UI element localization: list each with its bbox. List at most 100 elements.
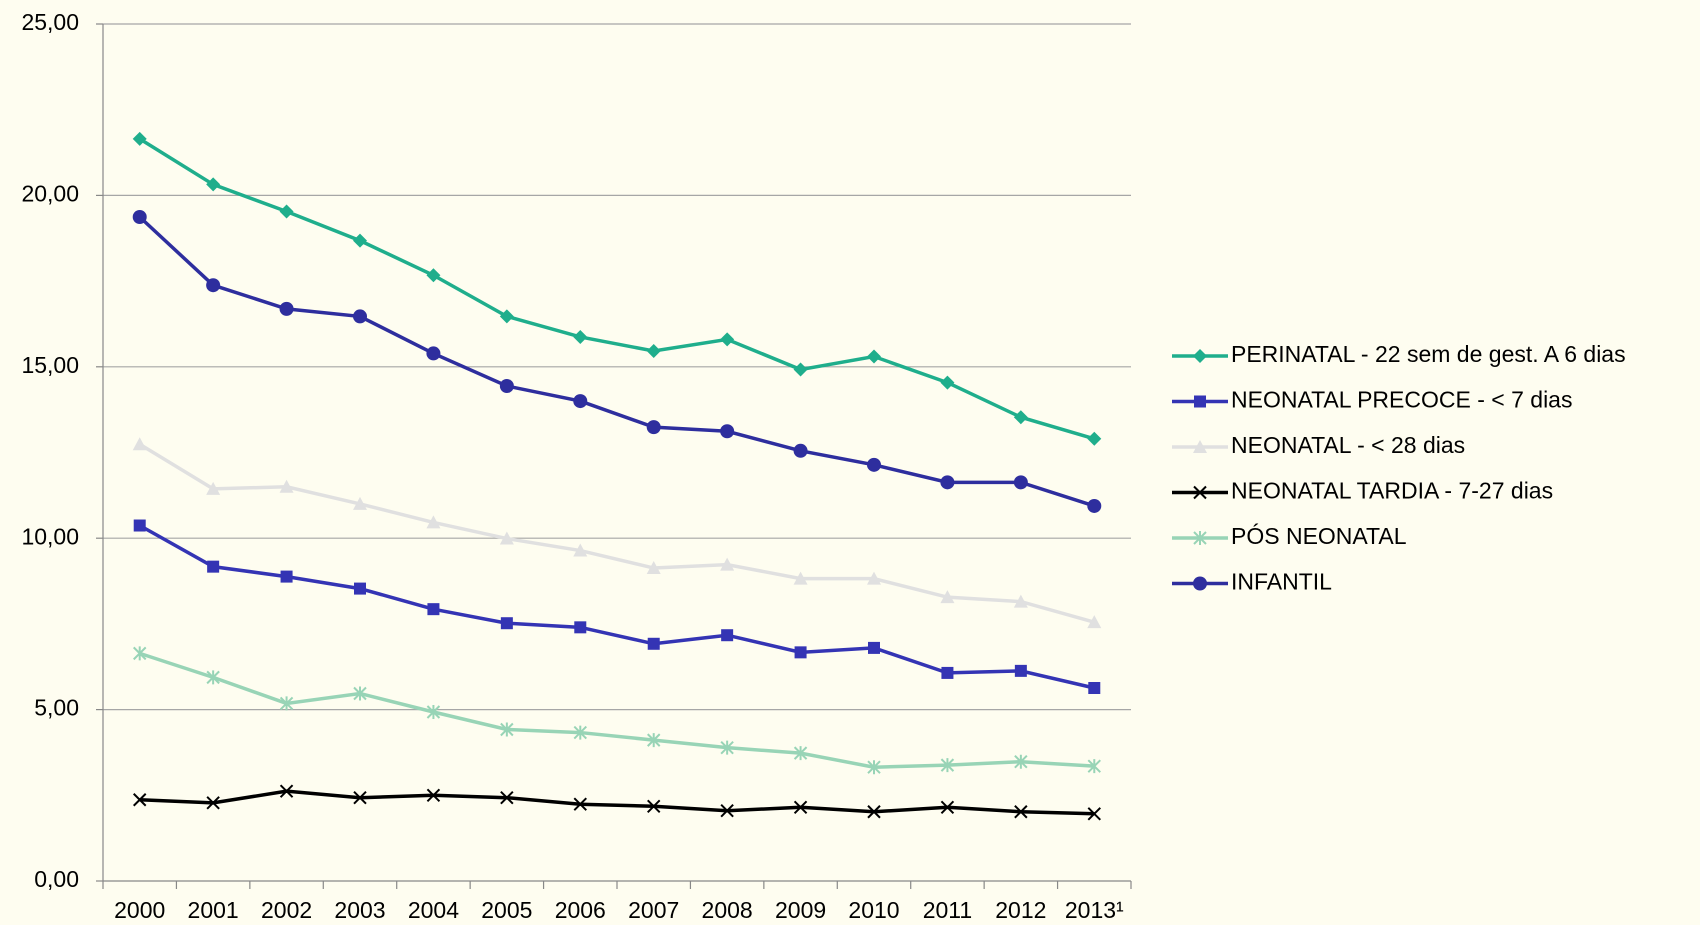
- marker: [353, 686, 367, 701]
- x-tick-label: 2002: [261, 897, 312, 923]
- marker: [646, 561, 661, 575]
- marker: [499, 531, 514, 545]
- marker: [867, 349, 881, 364]
- legend-label: NEONATAL - < 28 dias: [1231, 432, 1465, 458]
- series-line: [138, 215, 1095, 508]
- marker: [206, 177, 221, 192]
- marker: [1087, 431, 1102, 446]
- legend-label: NEONATAL PRECOCE - < 7 dias: [1231, 387, 1572, 413]
- marker: [573, 543, 588, 557]
- marker: [1013, 594, 1028, 608]
- marker: [647, 637, 660, 650]
- marker: [940, 800, 955, 815]
- marker: [573, 329, 588, 344]
- marker: [1193, 485, 1207, 500]
- x-tick-label: 2007: [628, 897, 679, 923]
- marker: [500, 790, 514, 805]
- x-tick-label: 2010: [848, 897, 899, 923]
- marker: [132, 209, 147, 224]
- series-line: [138, 442, 1095, 624]
- x-tick-label: 2008: [702, 897, 753, 923]
- series-line: [139, 789, 1095, 816]
- marker: [867, 760, 881, 775]
- marker: [206, 481, 221, 495]
- y-tick-label: 20,00: [21, 180, 79, 206]
- x-tick-label: 2011: [923, 897, 972, 923]
- marker: [940, 375, 955, 390]
- marker: [720, 424, 735, 439]
- marker: [133, 793, 147, 807]
- marker: [279, 204, 294, 219]
- marker: [500, 722, 514, 737]
- marker: [940, 758, 955, 773]
- marker: [354, 582, 366, 595]
- marker: [867, 571, 881, 585]
- marker: [646, 420, 661, 435]
- marker: [1087, 615, 1102, 629]
- marker: [940, 475, 955, 490]
- marker: [941, 666, 954, 679]
- marker: [279, 696, 294, 711]
- marker: [1013, 475, 1028, 490]
- x-tick-label: 2004: [408, 897, 459, 923]
- legend-label: NEONATAL TARDIA - 7-27 dias: [1231, 478, 1553, 504]
- marker: [1193, 576, 1207, 591]
- marker: [426, 268, 441, 283]
- marker: [353, 496, 367, 510]
- x-tick-label: 2003: [334, 897, 385, 923]
- marker: [1014, 664, 1027, 677]
- marker: [426, 346, 441, 361]
- marker: [499, 309, 514, 324]
- marker: [720, 740, 734, 755]
- marker: [207, 560, 220, 573]
- marker: [426, 515, 441, 529]
- legend-label: PERINATAL - 22 sem de gest. A 6 dias: [1231, 341, 1626, 367]
- marker: [647, 799, 661, 813]
- marker: [279, 479, 294, 493]
- marker: [1014, 754, 1028, 769]
- marker: [793, 443, 808, 458]
- marker: [426, 705, 441, 719]
- marker: [867, 805, 881, 819]
- series-line: [138, 523, 1095, 690]
- marker: [1087, 498, 1102, 513]
- marker: [721, 629, 734, 642]
- marker: [720, 557, 735, 571]
- marker: [132, 131, 147, 146]
- marker: [646, 344, 661, 359]
- marker: [647, 733, 661, 748]
- marker: [500, 617, 513, 630]
- marker: [794, 646, 807, 659]
- marker: [1087, 807, 1101, 821]
- marker: [1193, 531, 1207, 545]
- x-tick-label: 2001: [188, 897, 239, 923]
- series-line: [139, 651, 1095, 769]
- marker: [573, 725, 587, 740]
- y-tick-label: 5,00: [34, 695, 79, 721]
- y-tick-label: 0,00: [34, 866, 79, 892]
- marker: [793, 571, 808, 585]
- marker: [940, 590, 955, 604]
- x-tick-label: 2009: [775, 897, 826, 923]
- y-tick-label: 10,00: [21, 523, 79, 549]
- x-tick-label: 2005: [481, 897, 532, 923]
- marker: [868, 641, 880, 654]
- marker: [793, 362, 808, 377]
- marker: [574, 621, 587, 634]
- marker: [1088, 682, 1101, 695]
- marker: [1014, 805, 1028, 819]
- marker: [353, 233, 367, 248]
- x-tick-label: 2000: [114, 897, 165, 923]
- marker: [279, 301, 294, 316]
- marker: [867, 457, 881, 472]
- marker: [1087, 759, 1101, 774]
- x-tick-label: 2013¹: [1065, 897, 1124, 923]
- marker: [279, 784, 294, 798]
- marker: [353, 790, 367, 805]
- marker: [426, 788, 441, 803]
- marker: [720, 804, 734, 818]
- marker: [206, 796, 220, 810]
- marker: [793, 746, 808, 761]
